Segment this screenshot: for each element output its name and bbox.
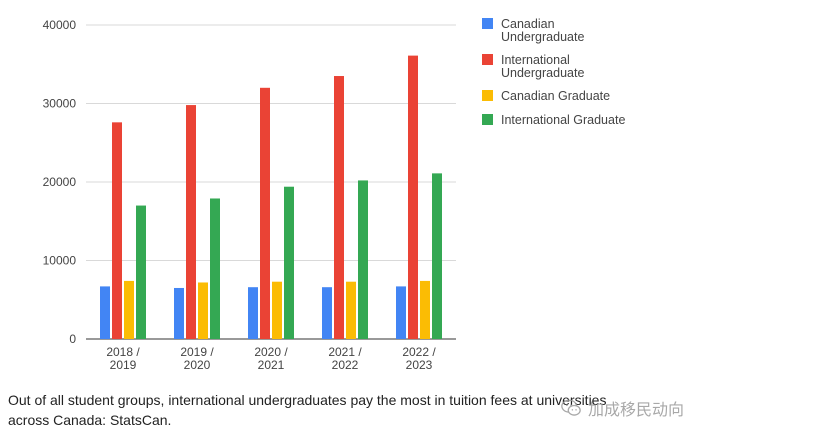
bar (396, 286, 406, 339)
x-tick-label: 2019 (110, 358, 137, 372)
legend-swatch (482, 90, 493, 101)
bar (210, 198, 220, 339)
x-tick-label: 2018 / (106, 345, 140, 359)
wechat-icon (561, 399, 581, 416)
legend-label: Canadian (501, 17, 555, 31)
bar (408, 55, 418, 340)
caption-line-1: Out of all student groups, international… (8, 392, 607, 408)
x-tick-label: 2022 (332, 358, 359, 372)
caption-line-2: across Canada: StatsCan. (8, 412, 172, 428)
bar (100, 286, 110, 339)
bar (112, 122, 122, 339)
y-tick-label: 10000 (43, 254, 77, 268)
bar (284, 186, 294, 339)
legend-label: International Graduate (501, 113, 625, 127)
legend-label: Canadian Graduate (501, 89, 610, 103)
bar (420, 280, 430, 339)
watermark: 加成移民动向 (560, 396, 684, 420)
chart-caption: Out of all student groups, international… (8, 390, 708, 430)
bar (136, 205, 146, 339)
legend: CanadianUndergraduateInternationalUnderg… (482, 17, 625, 127)
legend-swatch (482, 18, 493, 29)
bar (260, 87, 270, 339)
legend-label: Undergraduate (501, 66, 584, 80)
bar (186, 105, 196, 339)
legend-label: International (501, 53, 570, 67)
bar (248, 287, 258, 339)
watermark-text: 加成移民动向 (588, 402, 685, 419)
x-tick-label: 2022 / (402, 345, 436, 359)
x-tick-label: 2020 / (254, 345, 288, 359)
legend-label: Undergraduate (501, 30, 584, 44)
bar (174, 287, 184, 339)
y-tick-label: 40000 (43, 18, 77, 32)
bar (346, 281, 356, 339)
bar (272, 281, 282, 339)
y-axis: 40000 30000 20000 10000 0 (43, 18, 77, 346)
legend-swatch (482, 54, 493, 65)
bar (334, 76, 344, 340)
x-tick-label: 2019 / (180, 345, 214, 359)
gridlines (86, 24, 456, 340)
bar (124, 280, 134, 339)
bar (198, 282, 208, 339)
bars (100, 55, 442, 340)
x-tick-label: 2021 / (328, 345, 362, 359)
x-tick-label: 2023 (406, 358, 433, 372)
x-tick-label: 2020 (184, 358, 211, 372)
x-tick-label: 2021 (258, 358, 285, 372)
y-tick-label: 0 (69, 332, 76, 346)
bar (432, 173, 442, 339)
legend-swatch (482, 114, 493, 125)
bar (358, 180, 368, 339)
bar (322, 287, 332, 339)
y-tick-label: 30000 (43, 97, 77, 111)
y-tick-label: 20000 (43, 175, 77, 189)
